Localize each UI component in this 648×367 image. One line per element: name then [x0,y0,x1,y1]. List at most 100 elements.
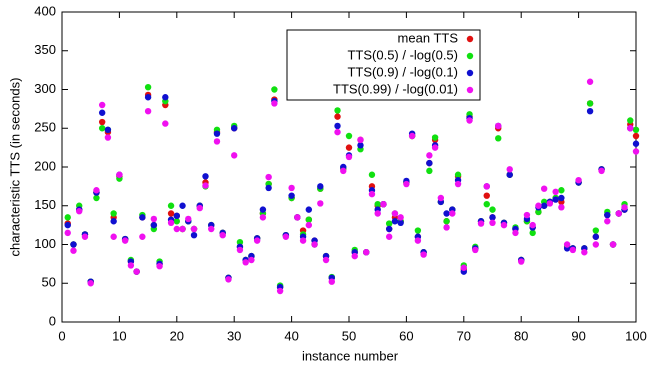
point [552,188,559,195]
x-axis-label: instance number [302,348,399,363]
point [443,218,450,225]
y-tick-label: 400 [34,3,56,18]
point [162,120,169,127]
point [437,194,445,202]
point [586,108,594,115]
point [374,210,381,217]
point [110,210,117,217]
point [449,210,456,217]
point [426,159,433,167]
point [581,249,588,256]
point [259,206,267,213]
point [489,206,496,213]
x-tick-label: 100 [625,328,647,343]
point [535,202,542,209]
point [276,287,284,295]
point [431,134,439,141]
point [81,233,89,240]
x-tick-label: 30 [227,328,241,343]
point [64,214,71,221]
point [489,214,496,221]
y-tick-label: 0 [49,313,56,328]
point [173,218,180,225]
point [426,167,433,175]
point [64,229,71,237]
point [351,252,358,260]
point [368,171,376,178]
point [236,238,244,246]
legend-marker [466,52,474,60]
point [592,241,600,248]
point [271,100,278,107]
point [529,229,536,237]
point [374,201,381,208]
y-tick-label: 150 [34,197,56,212]
x-tick-label: 90 [571,328,585,343]
point [632,148,640,155]
point [231,125,238,132]
point [139,214,146,221]
y-axis-label: characteristic TTS (in seconds) [7,78,22,257]
point [248,256,255,264]
point [265,184,272,192]
point [604,218,611,225]
point [93,194,100,202]
y-tick-label: 350 [34,42,56,57]
point [305,221,313,229]
point [345,153,353,161]
point [558,204,565,211]
point [116,171,123,178]
point [104,126,112,133]
legend-marker [466,69,474,77]
point [288,184,295,192]
point [64,221,71,229]
point [420,251,427,258]
point [156,263,163,270]
point [317,183,324,190]
point [483,201,490,208]
point [110,233,117,240]
x-tick-label: 10 [112,328,126,343]
point [133,268,140,275]
point [179,225,186,233]
point [334,113,341,120]
point [495,122,502,130]
legend-label: TTS(0.9) / -log(0.1) [347,64,458,79]
legend-marker [466,35,474,43]
point [391,210,399,217]
point [460,264,467,271]
point [385,220,393,227]
point [466,117,473,124]
x-tick-label: 0 [58,328,65,343]
point [299,237,307,244]
point [592,227,600,234]
point [518,258,525,265]
y-tick-label: 200 [34,158,56,173]
point [506,166,513,173]
point [150,221,158,229]
point [454,171,462,178]
point [271,86,278,93]
point [162,94,169,101]
point [98,101,106,109]
point [380,201,387,208]
point [213,130,221,137]
point [98,109,106,116]
point [70,247,77,254]
point [598,167,605,175]
point [558,194,565,202]
point [265,173,272,181]
point [426,152,433,159]
legend-label: TTS(0.5) / -log(0.5) [347,47,458,62]
point [179,202,186,209]
point [150,215,158,223]
point [609,241,617,248]
point [231,152,238,159]
x-tick-label: 20 [170,328,184,343]
point [190,232,198,239]
legend-label: TTS(0.99) / -log(0.01) [333,81,458,96]
point [443,210,450,217]
point [259,214,267,221]
x-tick-label: 80 [514,328,528,343]
point [483,192,490,199]
